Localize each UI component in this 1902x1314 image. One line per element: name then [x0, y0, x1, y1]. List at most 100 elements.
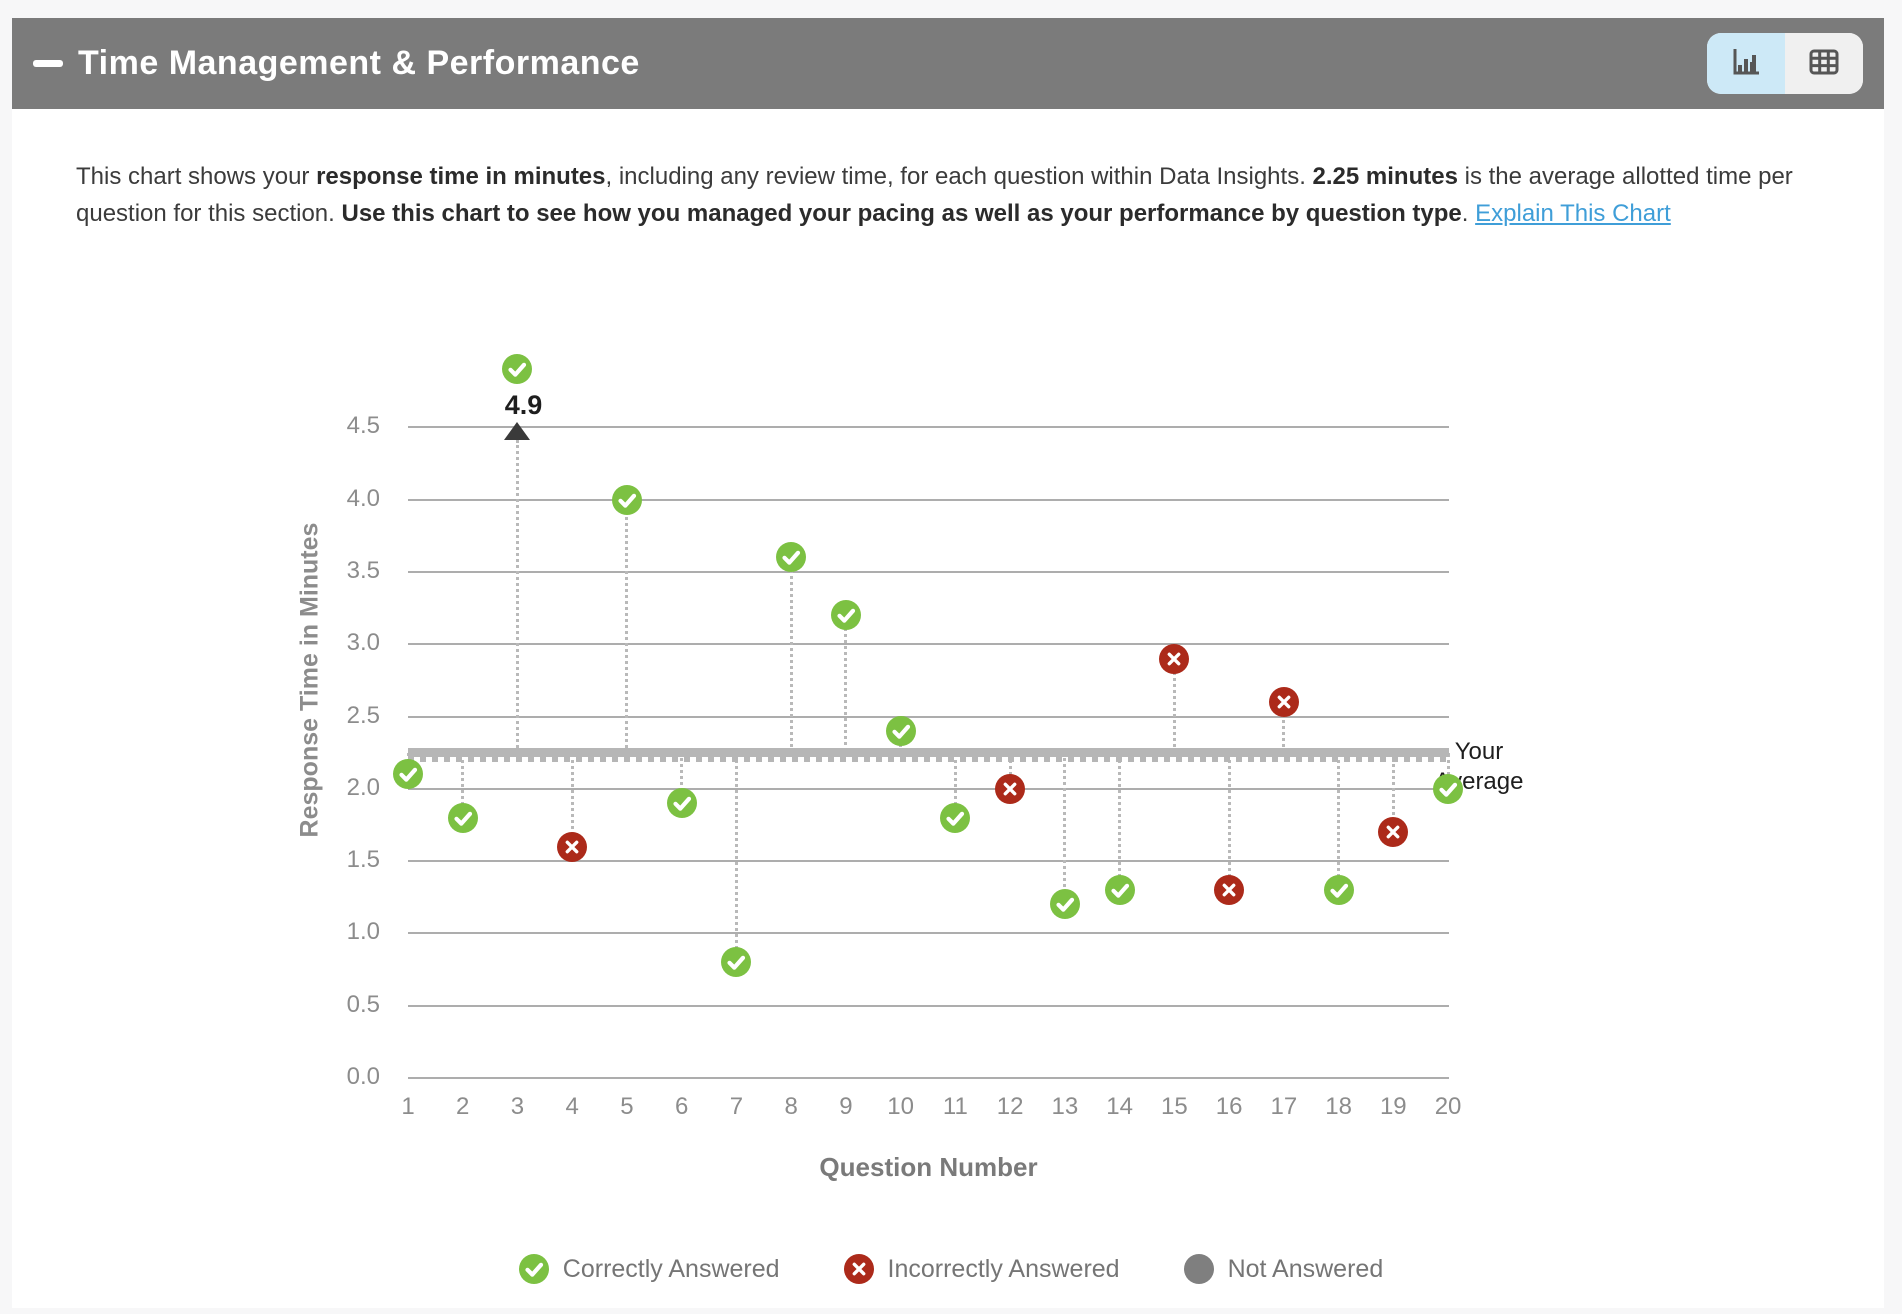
marker-q14-correct[interactable]	[1104, 875, 1135, 906]
y-tick-label: 4.0	[346, 484, 380, 512]
x-tick-label: 1	[401, 1093, 415, 1120]
connector-line-q12	[1008, 752, 1012, 789]
marker-q2-correct[interactable]	[447, 802, 478, 833]
connector-line-q9	[844, 615, 848, 753]
connector-line-q18	[1337, 752, 1341, 890]
gridline-y-2.5	[408, 715, 1449, 718]
x-tick-label: 19	[1379, 1093, 1407, 1120]
y-axis-title: Response Time in Minutes	[295, 522, 324, 838]
y-tick-label: 3.5	[346, 556, 380, 584]
legend-label: Incorrectly Answered	[887, 1254, 1120, 1283]
connector-line-q17	[1282, 702, 1286, 753]
gridline-y-0.0	[408, 1077, 1449, 1079]
table-view-button[interactable]	[1785, 33, 1863, 94]
marker-q9-correct[interactable]	[830, 600, 861, 631]
chart-legend: Correctly Answered Incorrectly Answered No…	[0, 1253, 1902, 1285]
description-text: is the average allotted time per questio…	[76, 163, 1793, 227]
gridline-y-4.5	[408, 426, 1449, 429]
marker-q8-correct[interactable]	[776, 542, 807, 573]
x-tick-label: 14	[1106, 1093, 1133, 1120]
x-tick-label: 6	[675, 1093, 689, 1120]
table-icon	[1807, 45, 1841, 82]
gridline-y-0.5	[408, 1004, 1449, 1007]
connector-line-q14	[1118, 752, 1122, 890]
connector-line-q3	[515, 440, 519, 753]
y-tick-label: 1.5	[346, 846, 380, 874]
offscale-up-arrow-icon	[504, 422, 531, 441]
y-tick-label: 3.0	[346, 629, 380, 657]
x-tick-label: 9	[839, 1093, 853, 1120]
gridline-y-1.5	[408, 860, 1449, 863]
gridline-y-4.0	[408, 498, 1449, 501]
y-tick-label: 2.0	[346, 773, 380, 801]
connector-line-q15	[1172, 658, 1176, 753]
description-bold-text: 2.25 minutes	[1312, 163, 1458, 190]
connector-line-q20	[1446, 752, 1450, 789]
marker-q16-incorrect[interactable]	[1214, 875, 1245, 906]
gridline-y-3.5	[408, 570, 1449, 573]
marker-q18-correct[interactable]	[1323, 875, 1354, 906]
time-management-panel: Time Management & Performance	[12, 18, 1884, 1308]
y-tick-label: 0.0	[346, 1063, 380, 1090]
marker-q10-correct[interactable]	[885, 715, 916, 746]
marker-q7-correct[interactable]	[721, 947, 752, 978]
connector-line-q19	[1391, 752, 1395, 833]
connector-line-q11	[953, 752, 957, 818]
x-tick-label: 11	[942, 1093, 968, 1120]
marker-q6-correct[interactable]	[666, 788, 697, 819]
gridline-y-2.0	[408, 787, 1449, 790]
description-bold-text: response time in minutes	[316, 163, 606, 190]
explain-this-chart-link[interactable]: Explain This Chart	[1475, 200, 1671, 227]
description-bold-text: Use this chart to see how you managed yo…	[341, 200, 1462, 227]
gridline-y-1.0	[408, 932, 1449, 935]
view-toggle	[1707, 33, 1863, 94]
description-text: .	[1461, 200, 1476, 227]
y-tick-label: 0.5	[346, 990, 380, 1018]
connector-line-q16	[1227, 752, 1231, 890]
connector-line-q5	[625, 499, 629, 753]
marker-q20-correct[interactable]	[1433, 773, 1464, 804]
chart-description: This chart shows your response time in m…	[76, 158, 1876, 232]
offscale-value-label: 4.9	[504, 390, 543, 421]
marker-q15-incorrect[interactable]	[1159, 643, 1190, 674]
x-tick-label: 13	[1051, 1093, 1079, 1120]
connector-line-q13	[1063, 752, 1067, 905]
marker-q19-incorrect[interactable]	[1378, 817, 1409, 848]
x-tick-label: 10	[887, 1093, 914, 1120]
x-tick-label: 4	[565, 1093, 579, 1120]
marker-q11-correct[interactable]	[940, 802, 971, 833]
legend-not-answered-icon	[1183, 1254, 1214, 1284]
y-tick-label: 1.0	[346, 918, 380, 946]
gridline-y-3.0	[408, 643, 1449, 646]
connector-line-q7	[734, 752, 738, 963]
x-tick-label: 3	[510, 1093, 525, 1120]
x-tick-label: 20	[1434, 1093, 1462, 1120]
connector-line-q2	[461, 752, 465, 818]
panel-header: Time Management & Performance	[12, 18, 1884, 109]
y-tick-label: 4.5	[346, 412, 380, 440]
x-tick-label: 17	[1270, 1093, 1298, 1120]
marker-q12-incorrect[interactable]	[995, 773, 1026, 804]
x-tick-label: 2	[456, 1093, 470, 1120]
collapse-minus-icon[interactable]	[33, 60, 63, 67]
x-tick-label: 5	[620, 1093, 634, 1120]
marker-q17-incorrect[interactable]	[1268, 687, 1299, 718]
connector-line-q6	[680, 752, 684, 804]
connector-line-q8	[789, 557, 793, 753]
marker-q5-correct[interactable]	[611, 484, 642, 515]
x-axis-title: Question Number	[819, 1152, 1038, 1182]
description-text: This chart shows your	[76, 163, 317, 190]
average-line-stitch	[408, 756, 1449, 762]
marker-q3-correct[interactable]	[502, 354, 533, 385]
panel-title: Time Management & Performance	[78, 44, 640, 82]
legend-item-incorrect: Incorrectly Answered	[843, 1254, 1120, 1284]
chart-view-button[interactable]	[1707, 33, 1785, 94]
legend-label: Correctly Answered	[562, 1254, 780, 1283]
marker-q4-incorrect[interactable]	[557, 831, 588, 862]
marker-q13-correct[interactable]	[1049, 889, 1080, 920]
legend-correct-icon	[518, 1254, 549, 1284]
x-tick-label: 12	[996, 1093, 1024, 1120]
legend-label: Not Answered	[1227, 1254, 1384, 1283]
marker-q1-correct[interactable]	[393, 759, 423, 790]
